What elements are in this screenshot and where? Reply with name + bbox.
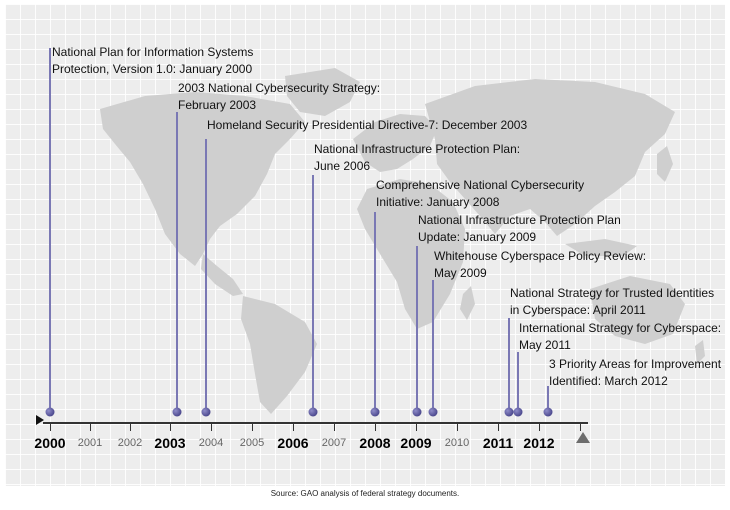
event-marker (543, 407, 553, 417)
event-label-line: International Strategy for Cyberspace: (519, 321, 722, 335)
event-label-line: in Cyberspace: April 2011 (510, 303, 646, 317)
timeline-axis (43, 422, 588, 424)
axis-tick (498, 424, 499, 431)
year-label-2008: 2008 (359, 435, 391, 451)
source-note: Source: GAO analysis of federal strategy… (270, 489, 460, 498)
event-label-2003-feb: 2003 National Cybersecurity Strategy: Fe… (178, 80, 380, 114)
event-label-line: Update: January 2009 (418, 230, 537, 244)
year-label-2012: 2012 (523, 435, 555, 451)
event-label-2011-may: International Strategy for Cyberspace: M… (519, 320, 721, 354)
event-stem-2011-apr (508, 318, 510, 412)
event-label-line: National Infrastructure Protection Plan (418, 213, 621, 227)
event-label-2011-apr: National Strategy for Trusted Identities… (510, 285, 714, 319)
event-stem-2009-jan (416, 246, 418, 412)
event-stem-2003-feb (176, 112, 178, 412)
event-marker (172, 407, 182, 417)
event-label-line: 3 Priority Areas for Improvement (549, 357, 722, 371)
axis-tick (90, 424, 91, 431)
event-marker (513, 407, 523, 417)
timeline-panel (5, 4, 725, 486)
event-label-line: Whitehouse Cyberspace Policy Review: (434, 249, 647, 263)
event-marker (504, 407, 514, 417)
year-label-2002: 2002 (117, 437, 143, 449)
event-label-line: 2003 National Cybersecurity Strategy: (178, 81, 381, 95)
year-label-2001: 2001 (77, 437, 103, 449)
axis-tick (457, 424, 458, 431)
axis-tick (252, 424, 253, 431)
axis-tick (539, 424, 540, 431)
event-label-2008: Comprehensive National Cybersecurity Ini… (376, 177, 584, 211)
year-label-2010: 2010 (444, 437, 470, 449)
event-stem-2006 (312, 175, 314, 412)
timeline-end-triangle-icon (576, 432, 590, 443)
world-map-background (100, 68, 705, 414)
event-marker (308, 407, 318, 417)
event-marker (201, 407, 211, 417)
event-label-line: National Strategy for Trusted Identities (510, 286, 715, 300)
event-stem-2000 (49, 48, 51, 412)
event-label-line: National Plan for Information Systems (52, 45, 254, 59)
axis-tick (211, 424, 212, 431)
event-stem-2012 (547, 386, 549, 412)
event-label-2009-jan: National Infrastructure Protection Plan … (418, 212, 621, 246)
event-label-2012: 3 Priority Areas for Improvement Identif… (549, 356, 721, 390)
year-label-2003: 2003 (154, 435, 186, 451)
year-label-2004: 2004 (198, 437, 224, 449)
event-label-line: June 2006 (314, 159, 371, 173)
event-marker (45, 407, 55, 417)
event-marker (412, 407, 422, 417)
event-label-line: Homeland Security Presidential Directive… (207, 118, 528, 132)
event-label-line: Identified: March 2012 (549, 374, 668, 388)
event-marker (370, 407, 380, 417)
axis-tick (334, 424, 335, 431)
axis-tick (580, 424, 581, 431)
event-label-line: Protection, Version 1.0: January 2000 (52, 62, 253, 76)
event-label-2003-dec: Homeland Security Presidential Directive… (207, 117, 527, 134)
event-label-line: National Infrastructure Protection Plan: (314, 142, 521, 156)
event-label-line: February 2003 (178, 98, 257, 112)
axis-tick (416, 424, 417, 431)
year-label-2005: 2005 (239, 437, 265, 449)
event-stem-2008 (374, 212, 376, 412)
timeline-start-arrow-icon (36, 415, 44, 425)
year-label-2006: 2006 (277, 435, 309, 451)
event-label-line: May 2011 (519, 338, 571, 352)
event-stem-2003-dec (205, 139, 207, 412)
event-label-2006: National Infrastructure Protection Plan:… (314, 141, 520, 175)
axis-tick (375, 424, 376, 431)
event-label-line: Initiative: January 2008 (376, 195, 500, 209)
event-label-line: Comprehensive National Cybersecurity (376, 178, 585, 192)
axis-tick (170, 424, 171, 431)
event-label-2000: National Plan for Information Systems Pr… (52, 44, 253, 78)
axis-tick (50, 424, 51, 431)
year-label-2011: 2011 (482, 435, 514, 451)
event-label-line: May 2009 (434, 266, 487, 280)
year-label-2000: 2000 (34, 435, 66, 451)
event-label-2009-may: Whitehouse Cyberspace Policy Review: May… (434, 248, 646, 282)
event-stem-2009-may (432, 280, 434, 412)
year-label-2007: 2007 (321, 437, 347, 449)
axis-tick (130, 424, 131, 431)
year-label-2009: 2009 (400, 435, 432, 451)
axis-tick (293, 424, 294, 431)
event-marker (428, 407, 438, 417)
event-stem-2011-may (517, 352, 519, 412)
